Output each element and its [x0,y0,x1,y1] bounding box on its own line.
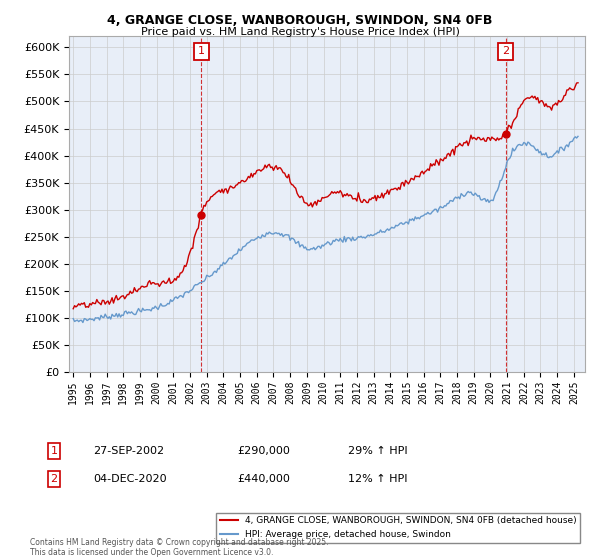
Legend: 4, GRANGE CLOSE, WANBOROUGH, SWINDON, SN4 0FB (detached house), HPI: Average pri: 4, GRANGE CLOSE, WANBOROUGH, SWINDON, SN… [217,513,580,543]
Text: 4, GRANGE CLOSE, WANBOROUGH, SWINDON, SN4 0FB: 4, GRANGE CLOSE, WANBOROUGH, SWINDON, SN… [107,14,493,27]
Text: £440,000: £440,000 [237,474,290,484]
Text: 1: 1 [197,46,205,57]
Text: £290,000: £290,000 [237,446,290,456]
Text: 12% ↑ HPI: 12% ↑ HPI [348,474,407,484]
Text: 1: 1 [50,446,58,456]
Text: Price paid vs. HM Land Registry's House Price Index (HPI): Price paid vs. HM Land Registry's House … [140,27,460,37]
Text: 2: 2 [50,474,58,484]
Text: 29% ↑ HPI: 29% ↑ HPI [348,446,407,456]
Text: 2: 2 [502,46,509,57]
Text: 27-SEP-2002: 27-SEP-2002 [93,446,164,456]
Text: 04-DEC-2020: 04-DEC-2020 [93,474,167,484]
Text: Contains HM Land Registry data © Crown copyright and database right 2025.
This d: Contains HM Land Registry data © Crown c… [30,538,329,557]
